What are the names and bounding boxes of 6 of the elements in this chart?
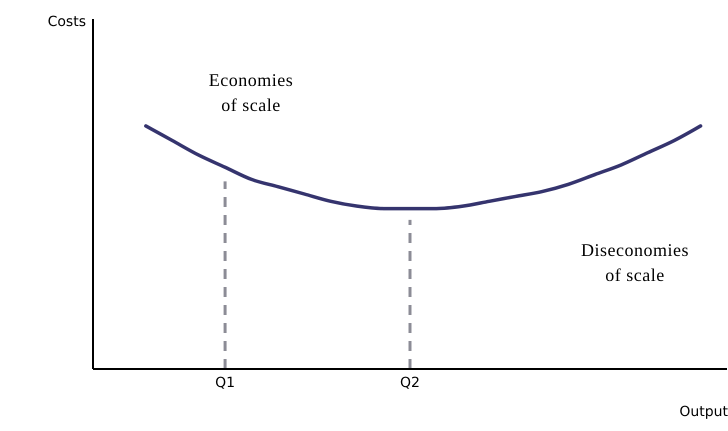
x-tick-label: Q1 — [215, 374, 236, 391]
text: Economies of scale — [208, 69, 294, 117]
x-axis-title: Output — [679, 404, 728, 420]
text: Costs — [48, 14, 86, 30]
x-tick-label: Q2 — [400, 374, 420, 391]
annotation: Diseconomies of scale — [580, 239, 690, 287]
